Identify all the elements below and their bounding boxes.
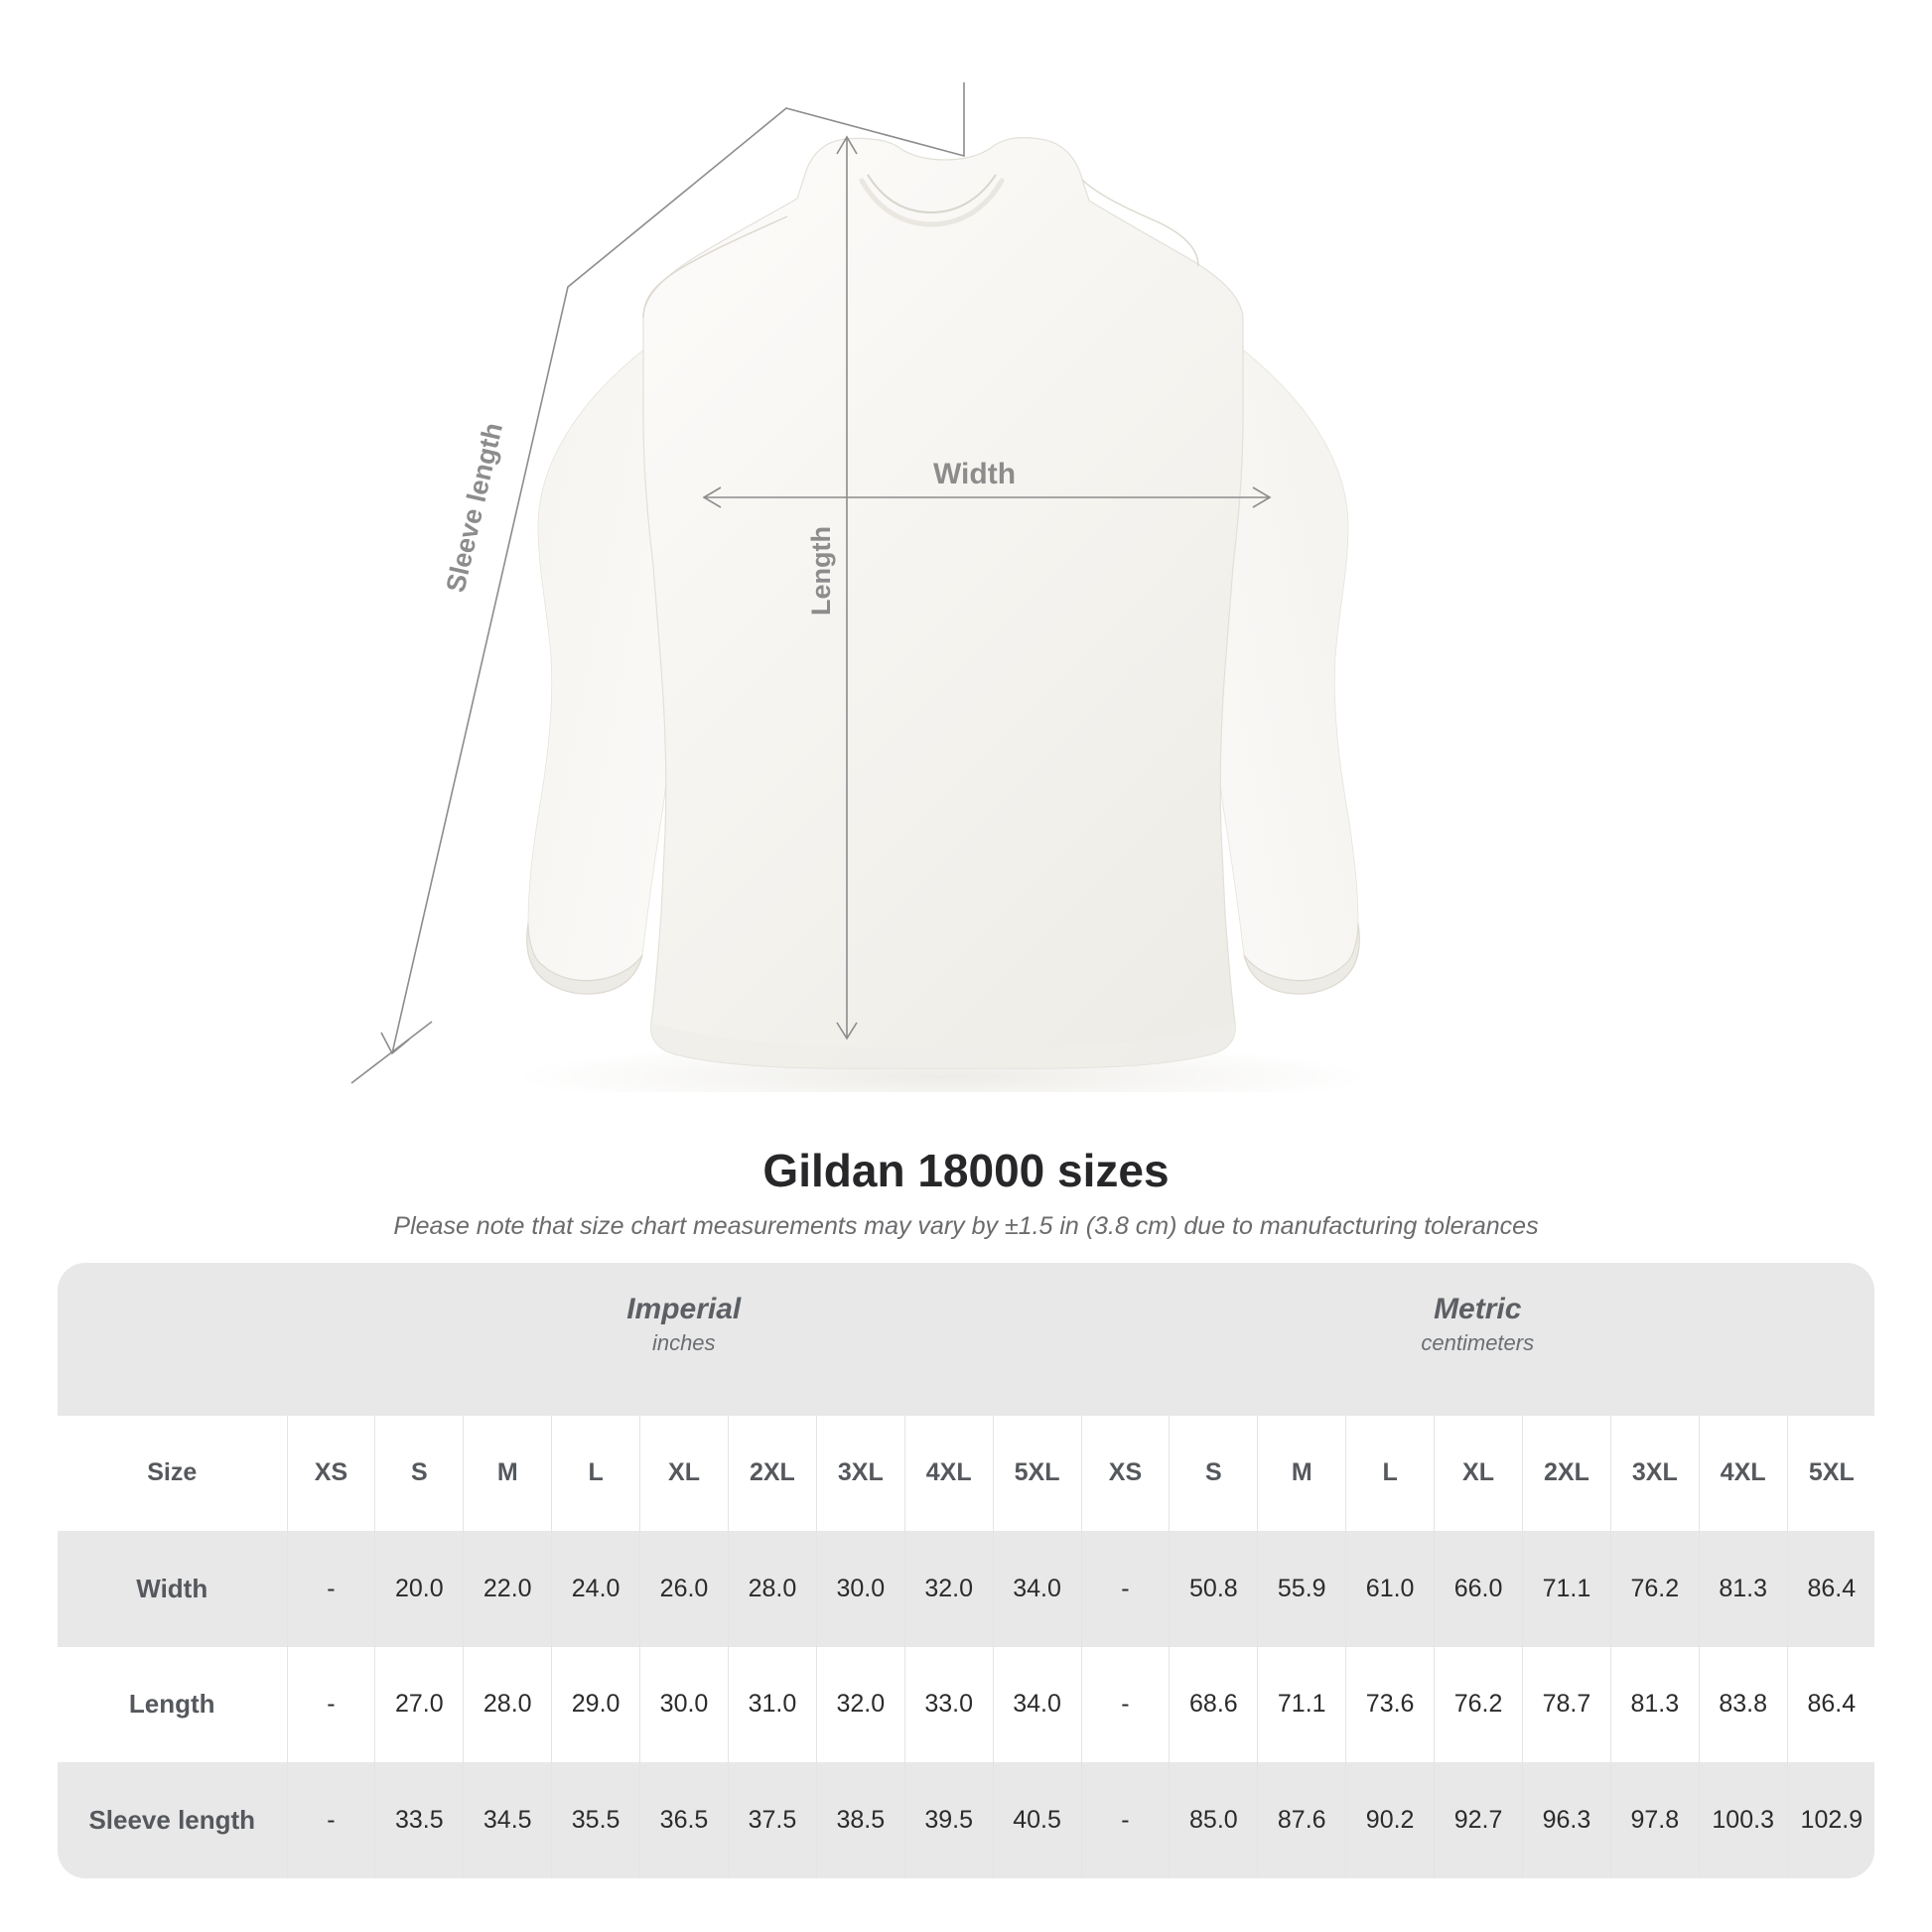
svg-text:Sleeve length: Sleeve length bbox=[441, 420, 508, 595]
svg-text:Width: Width bbox=[933, 458, 1016, 490]
svg-text:Length: Length bbox=[806, 526, 836, 616]
